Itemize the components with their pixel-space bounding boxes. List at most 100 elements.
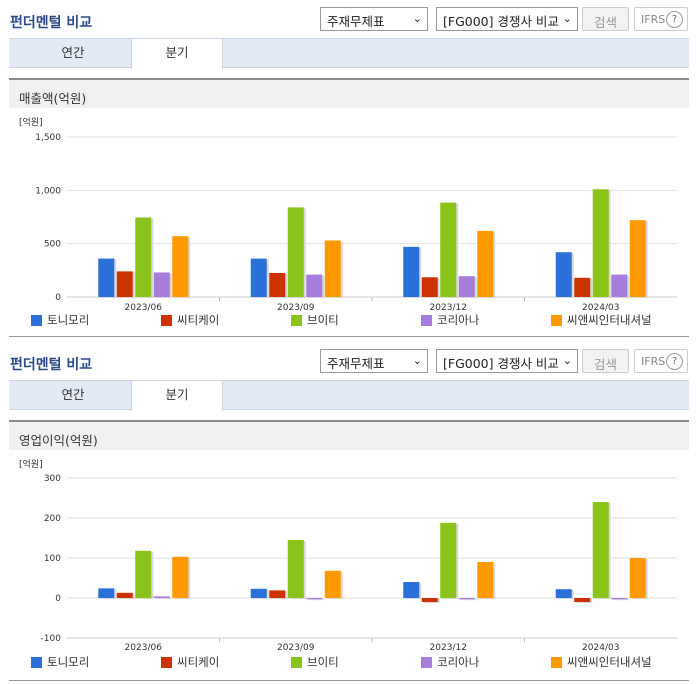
y-tick-label: -100 <box>41 634 62 644</box>
tab-annual[interactable]: 연간 <box>61 45 85 60</box>
peer-select[interactable]: [FG000] 경쟁사 비교 ⌄ <box>436 7 578 31</box>
y-tick-label: 100 <box>44 554 61 564</box>
bar <box>306 274 323 297</box>
search-button[interactable]: 검색 <box>582 349 629 373</box>
bar <box>421 277 438 297</box>
x-tick-label: 2024/03 <box>582 303 619 313</box>
help-icon: ? <box>666 11 683 28</box>
statement-select[interactable]: 주재무제표 ⌄ <box>320 7 428 31</box>
bar <box>421 598 438 602</box>
x-tick-label: 2023/06 <box>125 303 163 313</box>
legend-swatch <box>421 657 432 668</box>
legend-label: 코리아나 <box>437 655 480 669</box>
legend-swatch <box>31 657 42 668</box>
legend-swatch <box>421 315 432 326</box>
bar <box>172 236 189 297</box>
bar-shadow <box>460 599 477 601</box>
legend-label: 코리아나 <box>437 313 480 327</box>
bar <box>403 246 420 297</box>
legend-label: 씨앤씨인터내셔널 <box>567 313 652 327</box>
search-button[interactable]: 검색 <box>582 7 629 31</box>
legend-swatch <box>551 315 562 326</box>
bar <box>440 522 457 598</box>
unit-label: [억원] <box>19 458 43 470</box>
statement-select[interactable]: 주재무제표 ⌄ <box>320 349 428 373</box>
bar-shadow <box>155 597 172 599</box>
chart-title: 매출액(억원) <box>9 78 689 108</box>
legend-label: 토니모리 <box>47 655 89 669</box>
bar <box>555 589 572 598</box>
y-tick-label: 0 <box>55 594 61 604</box>
bar <box>250 258 267 297</box>
peer-select-value: [FG000] 경쟁사 비교 <box>443 356 559 371</box>
bar <box>116 592 133 598</box>
panel-title: 펀더멘털 비교 <box>10 357 93 373</box>
chart-title: 영업이익(억원) <box>9 420 689 450</box>
bar <box>611 598 628 600</box>
chevron-down-icon: ⌄ <box>562 12 572 25</box>
bar <box>98 588 115 598</box>
bar <box>269 590 286 598</box>
bar <box>287 540 304 598</box>
fundamental-panel-operating-profit: 펀더멘털 비교 주재무제표 ⌄ [FG000] 경쟁사 비교 ⌄ 검색 IFRS… <box>0 342 696 684</box>
x-tick-label: 2023/06 <box>125 643 163 653</box>
bar <box>477 230 494 297</box>
ifrs-label: IFRS <box>641 13 666 26</box>
y-tick-label: 0 <box>55 293 61 303</box>
legend-swatch <box>291 657 302 668</box>
bar <box>135 217 152 297</box>
y-tick-label: 200 <box>44 514 61 524</box>
bar-shadow <box>613 599 630 601</box>
y-tick-label: 500 <box>44 240 61 250</box>
x-tick-label: 2023/12 <box>430 643 467 653</box>
peer-select[interactable]: [FG000] 경쟁사 비교 ⌄ <box>436 349 578 373</box>
bar <box>477 562 494 598</box>
bar <box>153 596 170 598</box>
statement-select-value: 주재무제표 <box>327 356 385 371</box>
ifrs-help-button[interactable]: IFRS ? <box>634 7 688 31</box>
bar <box>592 502 609 598</box>
bar <box>269 273 286 297</box>
bar <box>324 570 341 598</box>
legend-label: 씨앤씨인터내셔널 <box>567 655 652 669</box>
revenue-bar-chart: [억원] 0 500 1,000 1,500 2023/06 2023/09 2023/12 2… <box>19 116 677 327</box>
bar-shadow <box>308 599 325 601</box>
bar <box>440 202 457 297</box>
bar <box>592 189 609 297</box>
legend-label: 토니모리 <box>47 313 89 327</box>
fundamental-panel-revenue: 펀더멘털 비교 주재무제표 ⌄ [FG000] 경쟁사 비교 ⌄ 검색 IFRS… <box>0 0 696 337</box>
bar <box>403 582 420 598</box>
x-tick-label: 2023/12 <box>430 303 467 313</box>
legend-swatch <box>161 657 172 668</box>
bar <box>611 274 628 297</box>
panel-header: 펀더멘털 비교 주재무제표 ⌄ [FG000] 경쟁사 비교 ⌄ 검색 IFRS… <box>0 0 696 38</box>
period-tabs: 연간 분기 <box>9 380 689 411</box>
y-tick-label: 1,500 <box>35 133 61 143</box>
chevron-down-icon: ⌄ <box>412 12 422 25</box>
bar <box>287 207 304 297</box>
period-tabs: 연간 분기 <box>9 38 689 69</box>
panel-header: 펀더멘털 비교 주재무제표 ⌄ [FG000] 경쟁사 비교 ⌄ 검색 IFRS… <box>0 342 696 380</box>
bar <box>458 276 475 297</box>
legend-label: 씨티케이 <box>177 655 219 669</box>
ifrs-help-button[interactable]: IFRS ? <box>634 349 688 373</box>
legend-label: 씨티케이 <box>177 313 219 327</box>
tab-quarterly[interactable]: 분기 <box>131 39 223 69</box>
operating-profit-bar-chart: [억원] -100 0 100 200 300 2023/06 2023/09 2023/12 2… <box>19 458 677 669</box>
tab-quarterly[interactable]: 분기 <box>131 381 223 411</box>
legend-label: 브이티 <box>307 655 339 669</box>
unit-label: [억원] <box>19 116 43 128</box>
bar <box>116 271 133 297</box>
legend-swatch <box>31 315 42 326</box>
bar <box>250 588 267 598</box>
bar <box>574 277 591 297</box>
bar <box>153 272 170 297</box>
x-tick-label: 2024/03 <box>582 643 619 653</box>
bar <box>135 550 152 598</box>
y-tick-label: 300 <box>44 474 61 484</box>
bar <box>458 598 475 600</box>
tab-annual[interactable]: 연간 <box>61 387 85 402</box>
legend-swatch <box>161 315 172 326</box>
legend-label: 브이티 <box>307 313 339 327</box>
bar <box>306 598 323 600</box>
